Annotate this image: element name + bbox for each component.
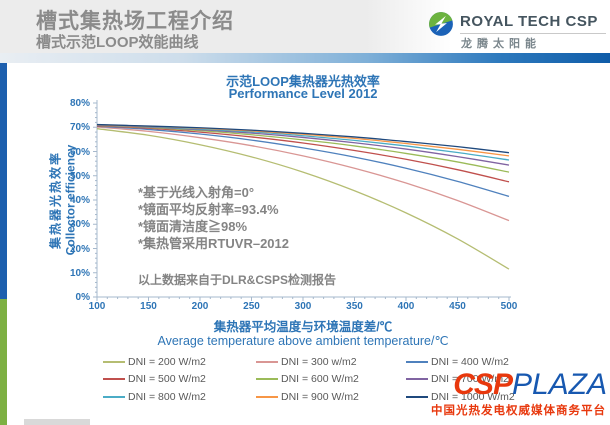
legend-item: DNI = 800 W/m2 <box>103 390 256 403</box>
legend-item: DNI = 1000 W/m2 <box>406 390 566 403</box>
legend-item: DNI = 300 w/m2 <box>256 355 406 368</box>
series-line-5002 <box>96 125 510 183</box>
x-tick-label: 350 <box>346 301 363 312</box>
x-tick-label: 150 <box>140 301 157 312</box>
x-axis-title-en: Average temperature above ambient temper… <box>157 334 449 348</box>
chart-annotation: *镜面清洁度≧98% <box>138 219 248 234</box>
legend-swatch <box>103 360 125 363</box>
y-tick-label: 0% <box>75 292 90 303</box>
accent-stripe-blue <box>0 63 7 299</box>
legend-swatch <box>256 360 278 363</box>
legend-label: DNI = 300 w/m2 <box>281 355 357 368</box>
legend-label: DNI = 1000 W/m2 <box>431 390 515 403</box>
legend-swatch <box>256 395 278 398</box>
header-background <box>0 0 610 53</box>
y-tick-label: 80% <box>69 98 90 109</box>
page-subtitle: 槽式示范LOOP效能曲线 <box>36 34 199 51</box>
legend-item: DNI = 700 W/m2 <box>406 373 566 386</box>
legend-label: DNI = 800 W/m2 <box>128 390 206 403</box>
brand-logo-icon <box>429 12 453 36</box>
chart-title-cn: 示范LOOP集热器光热效率 <box>226 74 380 89</box>
legend-label: DNI = 500 W/m2 <box>128 373 206 385</box>
legend-swatch <box>103 395 125 398</box>
series-line-9002 <box>96 124 510 157</box>
y-tick-label: 50% <box>69 170 90 182</box>
legend-swatch <box>406 395 428 398</box>
chart-annotations: *基于光线入射角=0° *镜面平均反射率=93.4% *镜面清洁度≧98% *集热管采… <box>138 184 289 252</box>
legend-label: DNI = 200 W/m2 <box>128 355 206 368</box>
x-tick-label: 500 <box>500 301 518 312</box>
chart-footnote: 以上数据来自于DLR&CSPS检测报告 <box>138 273 337 287</box>
x-tick-label: 400 <box>397 301 415 312</box>
legend-label: DNI = 400 W/m2 <box>431 355 509 368</box>
series-line-10002 <box>96 123 510 154</box>
legend-item: DNI = 600 W/m2 <box>256 373 406 386</box>
series-line-7002 <box>96 124 510 166</box>
x-tick-label: 200 <box>191 301 209 312</box>
legend-item: DNI = 200 W/m2 <box>103 355 256 368</box>
x-tick-label: 300 <box>294 301 312 312</box>
legend-swatch <box>256 378 278 380</box>
x-tick-label: 250 <box>243 301 260 312</box>
legend-label: DNI = 600 W/m2 <box>281 373 359 385</box>
y-tick-label: 40% <box>69 195 90 206</box>
legend-item: DNI = 500 W/m2 <box>103 373 256 386</box>
y-tick-label: 10% <box>69 267 90 279</box>
brand-name-cn: 龙腾太阳能 <box>461 38 541 50</box>
x-tick-label: 100 <box>88 301 106 312</box>
y-tick-label: 30% <box>69 219 90 231</box>
y-tick-label: 70% <box>69 122 90 134</box>
brand-logo: ROYAL TECH CSP 龙腾太阳能 <box>428 9 608 51</box>
chart-annotation: *基于光线入射角=0° <box>138 185 255 200</box>
footer-tagline: 中国光热发电权威媒体商务平台 <box>431 405 606 417</box>
footer-brand-csp: CSP <box>453 368 513 401</box>
x-tick-label: 450 <box>449 301 466 312</box>
series-line-6002 <box>96 124 510 173</box>
legend-swatch <box>103 378 125 380</box>
accent-stripe-green <box>0 299 7 425</box>
series-line-8002 <box>96 124 510 161</box>
legend-swatch <box>406 360 428 363</box>
chart-title-en: Performance Level 2012 <box>228 86 378 101</box>
legend: DNI = 200 W/m2 DNI = 300 w/m2 DNI = 400 W/… <box>103 355 566 403</box>
brand-name: ROYAL TECH CSP <box>460 13 606 34</box>
chart-annotation: *镜面平均反射率=93.4% <box>138 202 279 217</box>
y-tick-label: 60% <box>69 146 90 158</box>
page-title: 槽式集热场工程介绍 <box>36 10 234 33</box>
footer-brand-plaza: PLAZA <box>511 368 607 401</box>
y-tick-label: 20% <box>69 243 90 255</box>
header-ribbon <box>0 53 610 63</box>
legend-item: DNI = 900 W/m2 <box>256 390 406 403</box>
legend-swatch <box>406 378 428 380</box>
legend-label: DNI = 900 W/m2 <box>281 390 359 403</box>
x-axis-title-cn: 集热器平均温度与环境温度差/℃ <box>213 320 393 334</box>
legend-item: DNI = 400 W/m2 <box>406 355 566 368</box>
footer-page-box <box>24 419 90 425</box>
legend-label: DNI = 700 W/m2 <box>431 373 509 385</box>
chart-annotation: *集热管采用RTUVR–2012 <box>138 236 289 251</box>
footer-brand: CSPPLAZA <box>453 368 607 404</box>
